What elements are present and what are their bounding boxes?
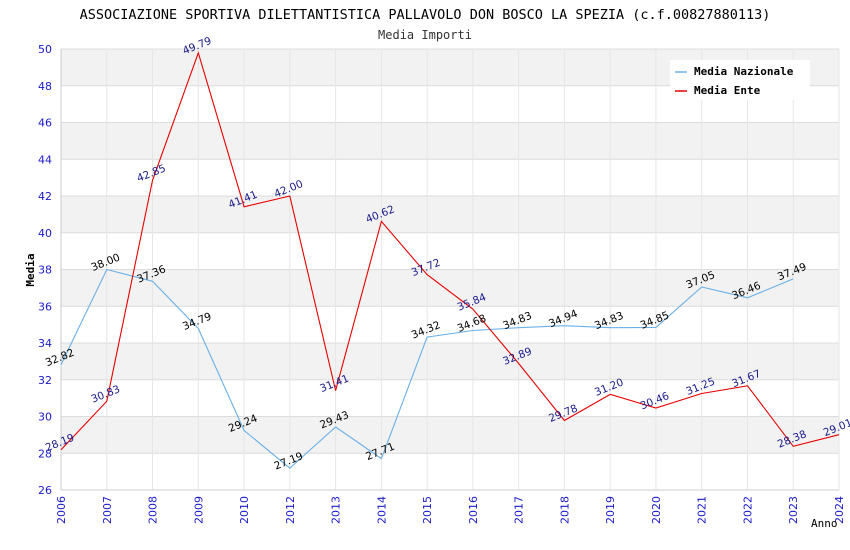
- data-label: 30.46: [639, 390, 672, 413]
- x-tick-label: 2019: [604, 496, 617, 524]
- x-tick-label: 2024: [833, 496, 846, 524]
- series-lines: [60, 51, 840, 469]
- legend-box: [670, 60, 810, 100]
- y-tick-label: 50: [38, 43, 52, 56]
- x-tick-label: 2017: [513, 496, 526, 524]
- legend: Media Nazionale Media Ente: [670, 60, 810, 100]
- chart-title: ASSOCIAZIONE SPORTIVA DILETTANTISTICA PA…: [80, 7, 771, 23]
- x-tick-label: 2016: [467, 496, 480, 524]
- y-tick-label: 30: [38, 411, 52, 424]
- x-tick-label: 2021: [696, 496, 709, 524]
- y-tick-label: 28: [38, 447, 52, 460]
- x-tick-label: 2015: [421, 496, 434, 524]
- y-tick-label: 40: [38, 227, 52, 240]
- x-tick-label: 2008: [147, 496, 160, 524]
- y-tick-label: 42: [38, 190, 52, 203]
- data-label: 42.85: [135, 162, 167, 184]
- y-tick-label: 46: [38, 117, 52, 130]
- chart-subtitle: Media Importi: [378, 28, 472, 42]
- x-tick-label: 2010: [238, 496, 251, 524]
- y-tick-label: 38: [38, 264, 52, 277]
- y-axis-label: Media: [24, 253, 37, 286]
- data-label: 34.83: [593, 310, 625, 332]
- legend-label-nazionale: Media Nazionale: [694, 65, 794, 78]
- x-tick-label: 2022: [741, 496, 754, 524]
- gridlines: [60, 48, 840, 491]
- x-tick-label: 2012: [284, 496, 297, 524]
- y-tick-label: 44: [38, 153, 52, 166]
- x-axis-label: Anno: [811, 517, 838, 530]
- x-tick-label: 2013: [330, 496, 343, 524]
- grid-band: [61, 343, 839, 380]
- data-label: 34.79: [181, 311, 213, 333]
- y-axis-ticks: 26 28 30 32 34 36 38 40 42 44 46 48 50: [38, 43, 52, 497]
- x-tick-label: 2009: [192, 496, 205, 524]
- grid-band: [61, 416, 839, 454]
- y-tick-label: 48: [38, 80, 52, 93]
- x-tick-label: 2018: [558, 496, 571, 524]
- x-tick-label: 2020: [650, 496, 663, 524]
- data-label: 34.68: [456, 313, 488, 335]
- x-tick-label: 2014: [375, 496, 388, 524]
- y-tick-label: 26: [38, 484, 52, 497]
- x-tick-label: 2006: [55, 496, 68, 524]
- series-line-ente: [60, 51, 840, 451]
- x-axis-ticks: 2006 2007 2008 2009 2010 2012 2013 2014 2015 2016…: [55, 496, 846, 524]
- grid-band: [61, 269, 839, 307]
- legend-label-ente: Media Ente: [694, 84, 761, 97]
- y-tick-label: 34: [38, 337, 52, 350]
- data-label: 34.94: [547, 308, 580, 331]
- x-tick-label: 2023: [787, 496, 800, 524]
- data-labels: 32.8238.0037.3634.7929.2427.1929.4327.71…: [44, 35, 850, 473]
- x-tick-label: 2007: [101, 496, 114, 524]
- data-label: 34.85: [639, 309, 671, 331]
- data-label: 34.32: [410, 319, 442, 341]
- data-label: 34.83: [501, 310, 533, 332]
- grid-band: [61, 196, 839, 233]
- grid-band: [61, 122, 839, 160]
- y-tick-label: 36: [38, 300, 52, 313]
- y-tick-label: 32: [38, 374, 52, 387]
